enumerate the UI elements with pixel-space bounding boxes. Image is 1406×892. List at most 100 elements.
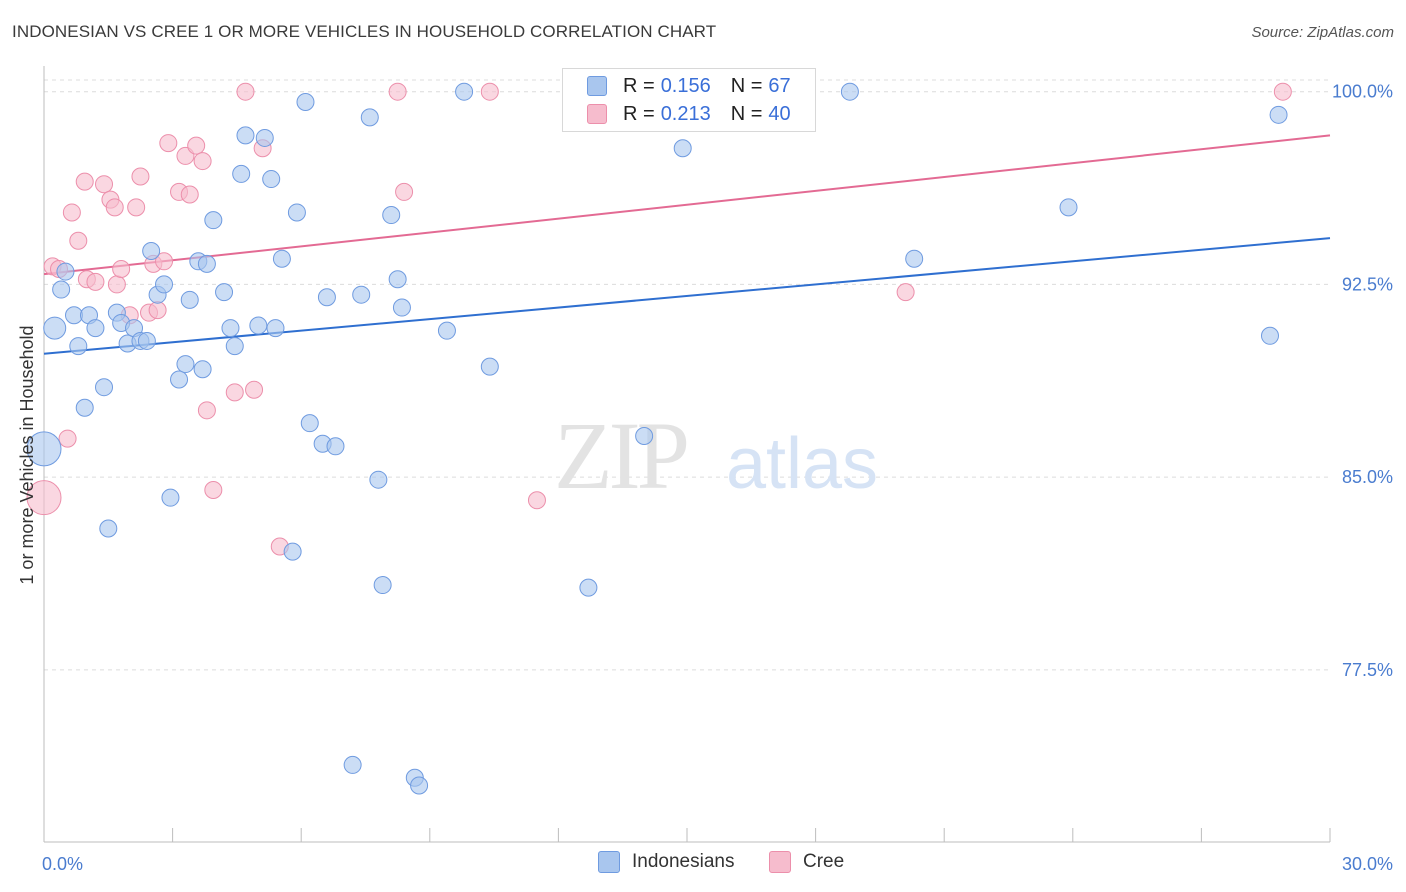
cree-legend-label: Cree bbox=[803, 851, 845, 872]
indonesians-swatch bbox=[587, 76, 607, 96]
watermark-zip: ZIP bbox=[554, 402, 687, 509]
indonesians-point bbox=[236, 126, 255, 145]
cree-point bbox=[95, 175, 114, 194]
indonesians-point bbox=[225, 337, 244, 356]
cree-point bbox=[187, 136, 206, 155]
r-value: 0.156 bbox=[660, 74, 711, 97]
x-tick-label: 30.0% bbox=[1342, 854, 1393, 874]
y-tick-label: 85.0% bbox=[1342, 467, 1393, 487]
indonesians-point bbox=[283, 542, 302, 561]
cree-point bbox=[896, 283, 915, 302]
cree-point bbox=[204, 480, 223, 499]
indonesians-point bbox=[69, 337, 88, 356]
cree-trend-line bbox=[43, 134, 1331, 276]
legend-item-cree[interactable]: Cree bbox=[769, 851, 844, 873]
cree-point bbox=[159, 134, 178, 153]
indonesians-point bbox=[266, 319, 285, 338]
indonesians-point bbox=[155, 275, 174, 294]
indonesians-point bbox=[300, 414, 319, 433]
indonesians-point bbox=[579, 578, 598, 597]
stats-legend: R = 0.156 N = 67 R = 0.213 N = 40 bbox=[562, 68, 816, 132]
indonesians-point bbox=[99, 519, 118, 538]
indonesians-point bbox=[352, 285, 371, 304]
cree-point bbox=[62, 203, 81, 222]
indonesians-point bbox=[905, 249, 924, 268]
indonesians-point bbox=[232, 164, 251, 183]
cree-point bbox=[105, 198, 124, 217]
cree-point bbox=[1273, 82, 1292, 101]
indonesians-point bbox=[373, 576, 392, 595]
cree-point bbox=[180, 185, 199, 204]
indonesians-point bbox=[480, 357, 499, 376]
cree-point bbox=[86, 272, 105, 291]
indonesians-point bbox=[249, 316, 268, 335]
axes bbox=[43, 66, 1331, 843]
n-value: 67 bbox=[768, 74, 791, 97]
y-tick-label: 100.0% bbox=[1332, 82, 1393, 102]
indonesians-point bbox=[176, 355, 195, 374]
cree-point bbox=[69, 231, 88, 250]
indonesians-point bbox=[95, 378, 114, 397]
r-label: R = bbox=[623, 74, 655, 97]
indonesians-point bbox=[343, 755, 362, 774]
indonesians-point bbox=[360, 108, 379, 127]
y-tick-label: 77.5% bbox=[1342, 660, 1393, 680]
indonesians-point bbox=[193, 360, 212, 379]
r-label: R = bbox=[623, 102, 655, 125]
indonesians-point bbox=[392, 298, 411, 317]
cree-point bbox=[527, 491, 546, 510]
indonesians-point bbox=[65, 306, 84, 325]
source-label: Source: ZipAtlas.com bbox=[1251, 24, 1394, 41]
indonesians-point bbox=[52, 280, 71, 299]
cree-point bbox=[197, 401, 216, 420]
cree-point bbox=[225, 383, 244, 402]
indonesians-point bbox=[635, 427, 654, 446]
indonesians-point bbox=[1059, 198, 1078, 217]
indonesians-point bbox=[26, 431, 62, 467]
indonesians-point bbox=[455, 82, 474, 101]
cree-point bbox=[75, 172, 94, 191]
indonesians-points bbox=[26, 82, 1288, 795]
indonesians-point bbox=[221, 319, 240, 338]
indonesians-point bbox=[86, 319, 105, 338]
indonesians-point bbox=[43, 316, 67, 340]
indonesians-point bbox=[255, 128, 274, 147]
indonesians-point bbox=[197, 254, 216, 273]
cree-point bbox=[148, 301, 167, 320]
indonesians-point bbox=[296, 92, 315, 111]
n-label: N = bbox=[730, 74, 763, 97]
indonesians-point bbox=[369, 470, 388, 489]
cree-point bbox=[395, 182, 414, 201]
cree-point bbox=[480, 82, 499, 101]
indonesians-point bbox=[170, 370, 189, 389]
stats-row-cree: R = 0.213 N = 40 bbox=[587, 101, 791, 127]
indonesians-point bbox=[75, 398, 94, 417]
indonesians-point bbox=[287, 203, 306, 222]
cree-point bbox=[131, 167, 150, 186]
indonesians-point bbox=[388, 270, 407, 289]
cree-point bbox=[236, 82, 255, 101]
indonesians-point bbox=[1260, 326, 1279, 345]
r-value: 0.213 bbox=[660, 102, 711, 125]
legend-item-indonesians[interactable]: Indonesians bbox=[598, 851, 734, 873]
indonesians-point bbox=[215, 283, 234, 302]
y-tick-label: 92.5% bbox=[1342, 274, 1393, 294]
indonesians-point bbox=[180, 290, 199, 309]
stats-row-indonesians: R = 0.156 N = 67 bbox=[587, 73, 791, 99]
series-legend: Indonesians Cree bbox=[0, 851, 1406, 877]
indonesians-point bbox=[56, 262, 75, 281]
n-value: 40 bbox=[768, 102, 791, 125]
cree-point bbox=[155, 252, 174, 271]
indonesians-trend-line bbox=[43, 237, 1331, 355]
cree-point bbox=[388, 82, 407, 101]
cree-point bbox=[107, 275, 126, 294]
x-tick-label: 0.0% bbox=[42, 854, 83, 874]
indonesians-point bbox=[382, 206, 401, 225]
indonesians-point bbox=[262, 170, 281, 189]
indonesians-point bbox=[272, 249, 291, 268]
y-axis-label: 1 or more Vehicles in Household bbox=[17, 325, 37, 584]
cree-point bbox=[26, 480, 62, 516]
indonesians-point bbox=[1269, 105, 1288, 124]
indonesians-point bbox=[840, 82, 859, 101]
